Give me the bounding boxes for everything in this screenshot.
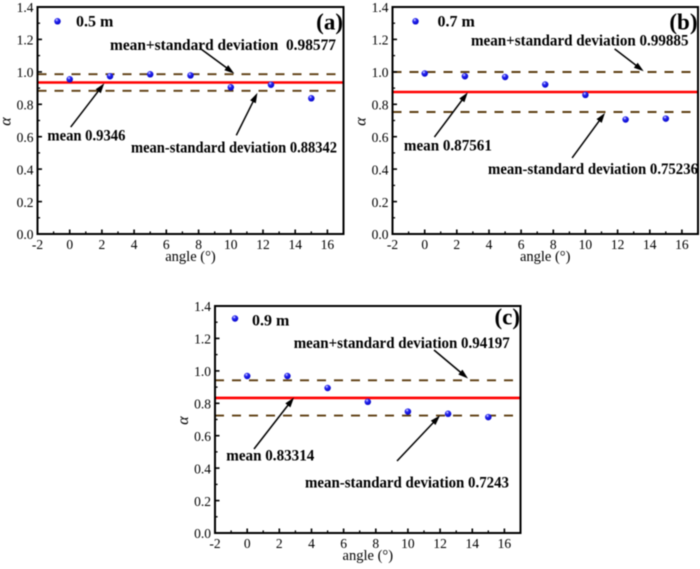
svg-text:(c): (c) bbox=[494, 305, 520, 330]
svg-text:4: 4 bbox=[486, 237, 493, 252]
svg-text:mean 0.83314: mean 0.83314 bbox=[226, 447, 314, 464]
svg-text:0.8: 0.8 bbox=[372, 98, 389, 113]
svg-text:0.5 m: 0.5 m bbox=[76, 14, 114, 31]
svg-text:mean-standard deviation 0.7243: mean-standard deviation 0.7243 bbox=[305, 474, 509, 491]
svg-text:angle (°): angle (°) bbox=[520, 249, 571, 265]
svg-text:0: 0 bbox=[66, 237, 73, 252]
svg-text:-2: -2 bbox=[387, 237, 398, 252]
svg-text:0.2: 0.2 bbox=[194, 494, 211, 509]
svg-text:0.2: 0.2 bbox=[372, 195, 389, 210]
svg-text:0.9 m: 0.9 m bbox=[252, 313, 290, 330]
svg-text:14: 14 bbox=[466, 536, 480, 551]
svg-text:1.0: 1.0 bbox=[372, 65, 389, 80]
svg-text:mean-standard deviation 0.7523: mean-standard deviation 0.75236 bbox=[488, 161, 698, 178]
svg-text:2: 2 bbox=[276, 536, 283, 551]
svg-text:6: 6 bbox=[340, 536, 347, 551]
svg-text:0.0: 0.0 bbox=[194, 526, 211, 541]
svg-text:8: 8 bbox=[372, 536, 379, 551]
svg-text:8: 8 bbox=[195, 237, 202, 252]
svg-text:0.4: 0.4 bbox=[194, 461, 211, 476]
svg-text:12: 12 bbox=[611, 237, 625, 252]
svg-text:-2: -2 bbox=[209, 536, 220, 551]
svg-text:mean 0.87561: mean 0.87561 bbox=[404, 137, 492, 154]
svg-text:12: 12 bbox=[433, 536, 447, 551]
svg-text:angle (°): angle (°) bbox=[165, 249, 216, 265]
svg-text:0.6: 0.6 bbox=[194, 429, 211, 444]
svg-text:2: 2 bbox=[453, 237, 460, 252]
svg-text:14: 14 bbox=[643, 237, 657, 252]
svg-text:0.4: 0.4 bbox=[372, 162, 389, 177]
svg-text:α: α bbox=[175, 416, 192, 425]
svg-text:0.7 m: 0.7 m bbox=[438, 14, 476, 31]
svg-text:2: 2 bbox=[99, 237, 106, 252]
svg-text:1.0: 1.0 bbox=[194, 364, 211, 379]
svg-text:0: 0 bbox=[244, 536, 251, 551]
svg-text:1.4: 1.4 bbox=[17, 0, 34, 15]
svg-text:0: 0 bbox=[421, 237, 428, 252]
svg-text:6: 6 bbox=[163, 237, 170, 252]
svg-text:16: 16 bbox=[675, 237, 689, 252]
svg-text:1.4: 1.4 bbox=[372, 0, 389, 15]
svg-text:α: α bbox=[353, 117, 370, 126]
svg-text:1.2: 1.2 bbox=[17, 33, 34, 48]
svg-text:0.0: 0.0 bbox=[372, 227, 389, 242]
svg-text:(a): (a) bbox=[316, 10, 343, 35]
svg-text:10: 10 bbox=[224, 237, 238, 252]
svg-text:mean 0.9346: mean 0.9346 bbox=[47, 128, 125, 145]
svg-text:0.4: 0.4 bbox=[17, 162, 34, 177]
svg-text:6: 6 bbox=[518, 237, 525, 252]
svg-text:0.8: 0.8 bbox=[17, 98, 34, 113]
svg-text:12: 12 bbox=[256, 237, 270, 252]
svg-text:0.6: 0.6 bbox=[17, 130, 34, 145]
svg-text:mean+standard deviation 0.9419: mean+standard deviation 0.94197 bbox=[294, 335, 510, 352]
svg-text:1.0: 1.0 bbox=[17, 65, 34, 80]
svg-text:10: 10 bbox=[579, 237, 593, 252]
svg-text:16: 16 bbox=[321, 237, 335, 252]
svg-text:14: 14 bbox=[288, 237, 302, 252]
svg-text:0.8: 0.8 bbox=[194, 397, 211, 412]
svg-text:1.2: 1.2 bbox=[194, 332, 211, 347]
svg-text:mean+standard deviation 0.985: mean+standard deviation 0.98577 bbox=[110, 37, 336, 54]
svg-text:8: 8 bbox=[550, 237, 557, 252]
svg-text:mean+standard deviation 0.9988: mean+standard deviation 0.99885 bbox=[471, 32, 689, 49]
svg-text:16: 16 bbox=[498, 536, 512, 551]
svg-text:0.6: 0.6 bbox=[372, 130, 389, 145]
svg-text:(b): (b) bbox=[669, 10, 697, 35]
svg-text:1.4: 1.4 bbox=[194, 299, 211, 314]
svg-text:0.0: 0.0 bbox=[17, 227, 34, 242]
svg-text:mean-standard deviation 0.8834: mean-standard deviation 0.88342 bbox=[131, 140, 337, 157]
svg-text:10: 10 bbox=[401, 536, 415, 551]
svg-text:angle (°): angle (°) bbox=[343, 548, 394, 564]
svg-text:4: 4 bbox=[308, 536, 315, 551]
svg-text:4: 4 bbox=[131, 237, 138, 252]
svg-text:0.2: 0.2 bbox=[17, 195, 34, 210]
svg-text:1.2: 1.2 bbox=[372, 33, 389, 48]
svg-text:α: α bbox=[0, 117, 15, 126]
svg-text:-2: -2 bbox=[32, 237, 43, 252]
